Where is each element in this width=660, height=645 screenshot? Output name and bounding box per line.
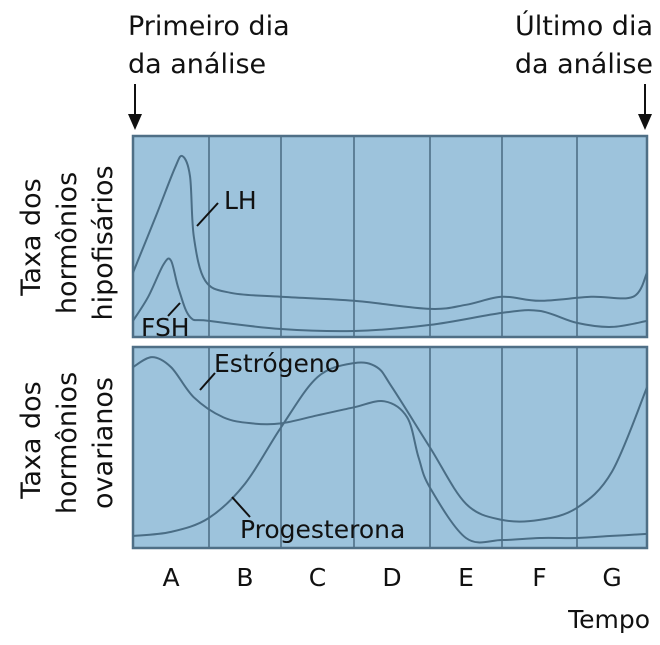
first-day-label-line1: Primeiro dia bbox=[128, 11, 290, 42]
top-ylabel-line2: hormônios bbox=[52, 172, 83, 314]
x-axis-label: Tempo bbox=[567, 605, 650, 634]
category-label-c: C bbox=[309, 563, 326, 592]
category-label-a: A bbox=[162, 563, 179, 592]
category-label-d: D bbox=[382, 563, 401, 592]
category-label-g: G bbox=[602, 563, 621, 592]
series-line-progesterona bbox=[132, 361, 648, 537]
estrogeno-leader bbox=[199, 372, 216, 391]
top-ylabel-line3: hipofisários bbox=[88, 165, 119, 320]
category-label-b: B bbox=[236, 563, 253, 592]
category-label-f: F bbox=[532, 563, 546, 592]
first-day-arrow bbox=[128, 84, 142, 130]
bottom-ylabel-line1: Taxa dos bbox=[16, 381, 47, 499]
last-day-label-line2: da análise bbox=[515, 49, 653, 80]
fsh-leader bbox=[167, 302, 181, 317]
series-line-lh bbox=[132, 154, 648, 310]
estrogeno-label: Estrógeno bbox=[214, 349, 340, 378]
progesterona-leader bbox=[231, 496, 251, 518]
category-labels: A B C D E F G bbox=[162, 563, 621, 592]
progesterona-label: Progesterona bbox=[240, 515, 405, 544]
bottom-ylabel: Taxa dos bbox=[16, 381, 47, 499]
bottom-ylabel-line2: hormônios bbox=[52, 372, 83, 514]
last-day-arrow bbox=[638, 84, 652, 130]
category-label-e: E bbox=[458, 563, 474, 592]
top-ylabel: Taxa dos bbox=[16, 178, 47, 296]
bottom-ylabel-line3: ovarianos bbox=[88, 377, 119, 509]
series-line-estr-geno bbox=[132, 356, 648, 544]
first-day-label-line2: da análise bbox=[128, 49, 266, 80]
top-ylabel-line1: Taxa dos bbox=[16, 178, 47, 296]
series-line-fsh bbox=[132, 257, 648, 333]
lh-leader bbox=[196, 202, 219, 227]
lh-label: LH bbox=[224, 186, 257, 215]
top-panel bbox=[131, 134, 649, 339]
fsh-label: FSH bbox=[141, 313, 190, 342]
last-day-label-line1: Último dia bbox=[515, 10, 653, 42]
hormone-curves bbox=[132, 154, 648, 544]
